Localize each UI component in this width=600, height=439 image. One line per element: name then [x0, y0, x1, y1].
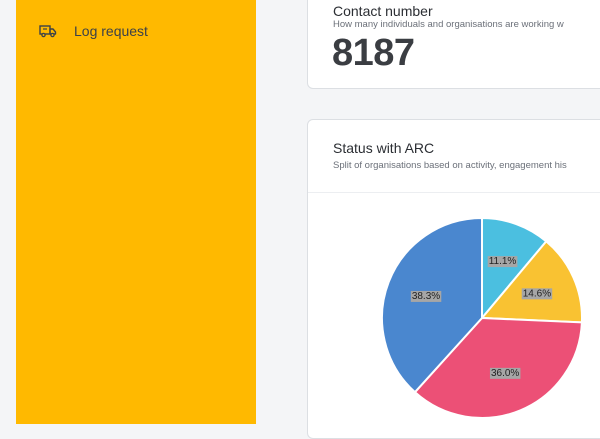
pie-slice-label: 36.0%	[491, 368, 519, 379]
status-pie-chart: 11.1% 14.6% 36.0% 38.3%	[381, 216, 583, 419]
card-title: Status with ARC	[333, 140, 435, 156]
card-title: Contact number	[333, 3, 433, 19]
pie-slice-label: 38.3%	[412, 291, 440, 302]
pie-label-background	[487, 256, 518, 268]
truck-icon	[38, 21, 58, 41]
pie-slice[interactable]	[481, 216, 548, 321]
pie-slice-label: 14.6%	[523, 288, 551, 299]
card-subtitle: Split of organisations based on activity…	[333, 160, 567, 171]
card-subtitle: How many individuals and organisations a…	[333, 19, 564, 30]
pie-slice[interactable]	[381, 216, 483, 394]
sidebar: Log request	[16, 0, 256, 424]
card-divider	[308, 192, 600, 193]
sidebar-item-log-request[interactable]: Log request	[38, 20, 148, 42]
pie-label-background	[521, 288, 553, 300]
status-with-arc-card: Status with ARC Split of organisations b…	[307, 119, 600, 439]
contact-number-card: Contact number How many individuals and …	[307, 0, 600, 89]
pie-label-background	[489, 367, 521, 379]
pie-slice-label: 11.1%	[489, 256, 517, 267]
sidebar-item-label: Log request	[74, 23, 148, 39]
contact-number-value: 8187	[332, 32, 415, 74]
pie-label-background	[410, 290, 442, 302]
pie-slice[interactable]	[479, 239, 583, 324]
